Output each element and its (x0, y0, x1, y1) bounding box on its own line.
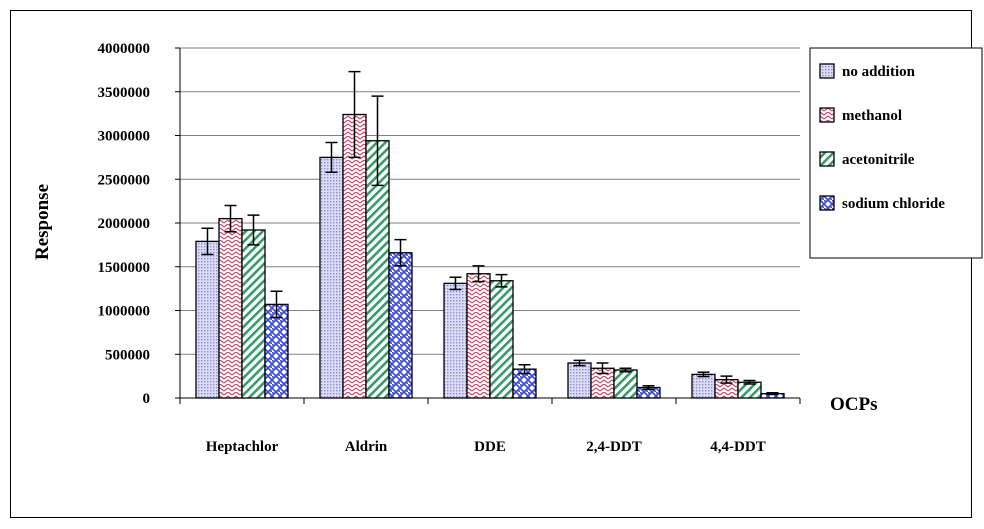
tick-labels: 0 500000 1000000 1500000 2000000 2500000 30000… (98, 41, 766, 455)
y-tick-label: 500000 (105, 347, 150, 363)
bar (489, 280, 514, 399)
legend-swatch (819, 107, 835, 123)
bar (241, 229, 266, 399)
x-tick-label: Heptachlor (206, 439, 279, 455)
x-tick-label: Aldrin (345, 439, 388, 455)
bar (264, 303, 289, 399)
bar (567, 362, 592, 399)
bar (319, 156, 344, 399)
y-tick-label: 2000000 (98, 216, 151, 232)
legend-label: no addition (842, 64, 916, 80)
legend-swatch (819, 63, 835, 79)
bar (443, 282, 468, 399)
legend-label: sodium chloride (842, 196, 945, 212)
bar (691, 373, 716, 399)
x-axis-title: OCPs (830, 394, 878, 415)
legend: no addition methanol acetonitrile sodium ch… (809, 47, 983, 259)
error-bars (201, 70, 779, 396)
legend-label: acetonitrile (842, 152, 915, 168)
y-tick-label: 4000000 (98, 41, 151, 57)
bar (218, 217, 243, 399)
legend-box (809, 47, 983, 259)
y-tick-label: 3500000 (98, 85, 151, 101)
y-tick-label: 3000000 (98, 129, 151, 145)
x-tick-label: 2,4-DDT (586, 439, 641, 455)
legend-swatch (819, 195, 835, 211)
bars (195, 113, 785, 399)
x-tick-label: DDE (474, 439, 506, 455)
bar (195, 240, 220, 399)
y-tick-label: 1500000 (98, 260, 151, 276)
y-tick-label: 1000000 (98, 304, 151, 320)
legend-label: methanol (842, 108, 902, 124)
legend-swatch (819, 151, 835, 167)
bar (388, 252, 413, 399)
x-tick-label: 4,4-DDT (710, 439, 765, 455)
y-tick-label: 0 (143, 391, 151, 407)
bar (613, 369, 638, 399)
y-axis-title: Response (32, 184, 53, 260)
y-tick-label: 2500000 (98, 172, 151, 188)
axes (175, 47, 801, 404)
bar (466, 273, 491, 399)
